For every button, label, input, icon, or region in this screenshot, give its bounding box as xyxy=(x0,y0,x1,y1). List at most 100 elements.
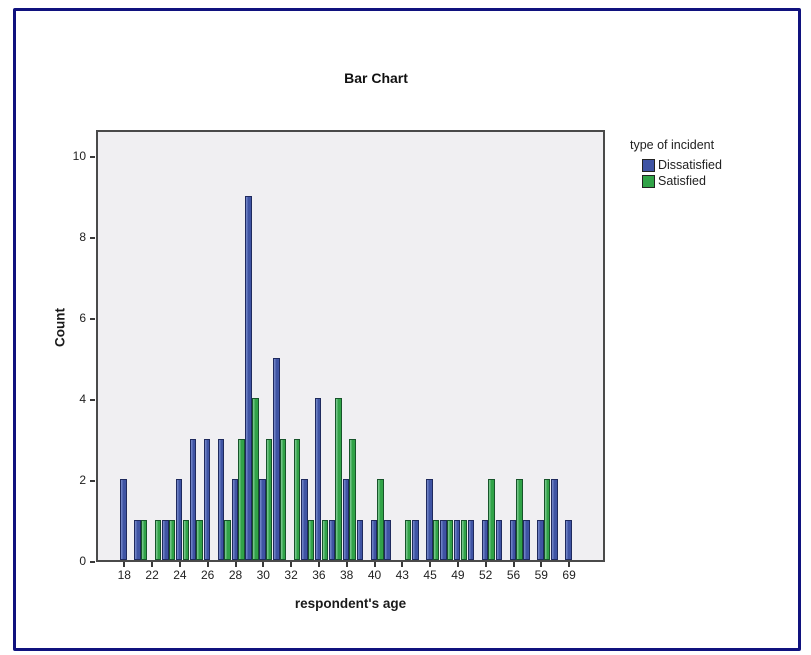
x-tick-label: 43 xyxy=(395,568,409,582)
x-axis-label: respondent's age xyxy=(294,596,407,611)
x-tick-label: 52 xyxy=(479,568,493,582)
x-tick-mark xyxy=(512,562,515,567)
bar-satisfied xyxy=(238,438,245,560)
legend-items: Dissatisfied Satisfied xyxy=(630,158,800,188)
bar-satisfied xyxy=(404,519,412,560)
y-tick-label: 6 xyxy=(79,311,86,325)
y-tick-label: 0 xyxy=(79,554,86,568)
bar-dissatisfied xyxy=(120,479,127,560)
x-tick-mark xyxy=(540,562,543,567)
bar-dissatisfied xyxy=(370,519,378,560)
x-tick-mark xyxy=(456,562,459,567)
bar-dissatisfied xyxy=(551,479,558,560)
y-tick-mark xyxy=(90,561,95,563)
y-tick-mark xyxy=(90,480,95,482)
y-tick-label: 8 xyxy=(79,230,86,244)
legend-swatch-satisfied xyxy=(642,174,655,188)
y-tick-mark xyxy=(90,156,95,158)
x-tick-mark xyxy=(345,562,348,567)
bar-dissatisfied xyxy=(467,519,475,560)
chart-title: Bar Chart xyxy=(344,70,408,86)
bar-satisfied xyxy=(168,519,176,560)
bar-satisfied xyxy=(349,438,356,560)
bar-satisfied xyxy=(252,398,259,560)
x-tick-mark xyxy=(401,562,404,567)
bar-satisfied xyxy=(460,519,468,560)
bar-satisfied xyxy=(293,438,301,560)
bar-satisfied xyxy=(488,479,495,560)
x-tick-label: 24 xyxy=(173,568,187,582)
bar-satisfied xyxy=(182,519,190,560)
x-tick-mark xyxy=(262,562,265,567)
x-tick-mark xyxy=(568,562,571,567)
bar-satisfied xyxy=(321,519,329,560)
bar-satisfied xyxy=(543,479,551,560)
bar-dissatisfied xyxy=(356,519,364,560)
x-tick-mark xyxy=(123,562,126,567)
bar-satisfied xyxy=(307,519,315,560)
bar-dissatisfied xyxy=(342,479,350,560)
bar-dissatisfied xyxy=(440,519,447,560)
bar-dissatisfied xyxy=(134,519,141,560)
x-tick-label: 36 xyxy=(312,568,326,582)
legend-item-satisfied: Satisfied xyxy=(642,174,800,188)
bar-dissatisfied xyxy=(273,357,280,560)
y-tick-mark xyxy=(90,318,95,320)
y-tick-label: 10 xyxy=(72,149,86,163)
bar-dissatisfied xyxy=(523,519,530,560)
bar-dissatisfied xyxy=(245,195,252,560)
bar-dissatisfied xyxy=(537,519,544,560)
bar-dissatisfied xyxy=(426,479,433,560)
legend-label: Dissatisfied xyxy=(658,158,722,172)
x-tick-label: 56 xyxy=(506,568,521,582)
x-tick-mark xyxy=(178,562,181,567)
bar-dissatisfied xyxy=(175,479,183,560)
bar-dissatisfied xyxy=(509,519,517,560)
bar-satisfied xyxy=(224,519,231,560)
x-tick-mark xyxy=(429,562,432,567)
bar-dissatisfied xyxy=(495,519,503,560)
bar-satisfied xyxy=(377,479,384,560)
x-tick-mark xyxy=(373,562,376,567)
bar-dissatisfied xyxy=(314,398,322,560)
x-tick-label: 40 xyxy=(367,568,382,582)
x-tick-mark xyxy=(290,562,293,567)
y-tick-label: 4 xyxy=(79,392,86,406)
x-tick-label: 22 xyxy=(145,568,159,582)
bar-dissatisfied xyxy=(328,519,336,560)
y-axis-label: Count xyxy=(52,308,68,347)
bar-satisfied xyxy=(432,519,440,560)
x-tick-label: 26 xyxy=(201,568,215,582)
y-tick-label: 2 xyxy=(79,473,86,487)
y-tick-mark xyxy=(90,399,95,401)
bar-dissatisfied xyxy=(412,519,419,560)
bar-satisfied xyxy=(335,398,342,560)
plot-area xyxy=(96,130,605,562)
bar-satisfied xyxy=(279,438,287,560)
legend: type of incident Dissatisfied Satisfied xyxy=(630,138,800,190)
bar-satisfied xyxy=(446,519,454,560)
x-tick-mark xyxy=(234,562,237,567)
y-tick-mark xyxy=(90,237,95,239)
bar-dissatisfied xyxy=(453,519,461,560)
bar-dissatisfied xyxy=(481,519,489,560)
x-tick-mark xyxy=(317,562,320,567)
x-tick-mark xyxy=(484,562,487,567)
legend-swatch-dissatisfied xyxy=(642,158,655,172)
x-tick-label: 18 xyxy=(117,568,131,582)
bar-satisfied xyxy=(265,438,273,560)
legend-item-dissatisfied: Dissatisfied xyxy=(642,158,800,172)
bar-dissatisfied xyxy=(203,438,211,560)
bar-dissatisfied xyxy=(217,438,225,560)
x-tick-label: 59 xyxy=(534,568,548,582)
x-tick-label: 28 xyxy=(228,568,243,582)
bar-satisfied xyxy=(140,519,148,560)
x-tick-label: 45 xyxy=(423,568,437,582)
x-tick-mark xyxy=(206,562,209,567)
x-tick-label: 32 xyxy=(284,568,298,582)
x-tick-label: 49 xyxy=(451,568,465,582)
legend-title: type of incident xyxy=(630,138,715,152)
legend-label: Satisfied xyxy=(658,174,706,188)
x-tick-mark xyxy=(151,562,154,567)
